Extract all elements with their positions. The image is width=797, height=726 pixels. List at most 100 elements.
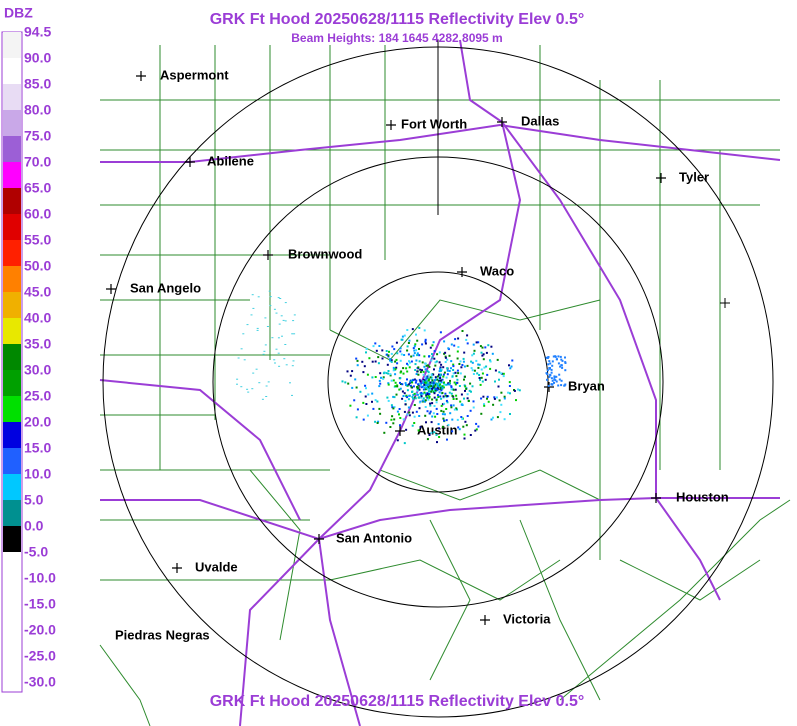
echo-pixel: [547, 363, 550, 366]
echo-pixel: [434, 415, 437, 418]
echo-pixel: [412, 354, 415, 357]
echo-pixel: [451, 395, 454, 397]
echo-pixel: [455, 394, 458, 397]
echo-pixel: [425, 421, 427, 424]
echo-pixel: [445, 376, 448, 379]
echo-pixel: [385, 353, 388, 356]
city-marker: [457, 267, 467, 277]
echo-pixel: [558, 378, 561, 381]
echo-pixel: [410, 379, 413, 382]
echo-pixel: [513, 389, 516, 392]
echo-pixel: [419, 368, 422, 371]
echo-pixel: [415, 359, 418, 362]
scale-swatch: [3, 266, 21, 292]
echo-pixel: [441, 425, 444, 428]
echo-pixel: [456, 357, 459, 360]
echo-pixel: [445, 399, 448, 402]
echo-pixel: [425, 395, 428, 398]
echo-pixel: [414, 363, 417, 366]
echo-pixel: [442, 375, 445, 378]
echo-pixel: [383, 431, 386, 434]
echo-pixel: [450, 406, 453, 409]
echo-pixel: [472, 373, 475, 375]
echo-pixel: [438, 361, 441, 364]
echo-pixel: [450, 360, 453, 363]
footer-title: GRK Ft Hood 20250628/1115 Reflectivity E…: [210, 693, 585, 710]
echo-pixel: [408, 414, 411, 417]
echo-pixel: [500, 403, 503, 406]
echo-pixel: [517, 388, 519, 391]
echo-pixel: [482, 358, 485, 361]
echo-pixel: [502, 372, 505, 375]
echo-pixel: [438, 370, 441, 373]
echo-pixel: [422, 382, 425, 384]
city-marker: [106, 284, 116, 294]
echo-pixel: [455, 382, 458, 385]
echo-pixel: [554, 379, 557, 382]
echo-pixel: [441, 403, 444, 406]
echo-pixel: [426, 383, 429, 386]
echo-pixel: [479, 345, 482, 348]
echo-pixel: [363, 365, 366, 368]
echo-pixel: [442, 373, 445, 376]
echo-pixel: [496, 416, 499, 419]
echo-pixel: [433, 385, 436, 388]
echo-pixel: [382, 376, 385, 379]
echo-pixel: [278, 365, 281, 367]
echo-pixel: [553, 381, 555, 384]
echo-pixel: [486, 395, 489, 398]
echo-pixel: [455, 375, 458, 378]
echo-pixel: [564, 362, 567, 364]
echo-pixel: [471, 354, 474, 357]
echo-pixel: [445, 408, 448, 410]
echo-pixel: [382, 377, 385, 380]
echo-pixel: [401, 397, 404, 400]
echo-pixel: [399, 387, 402, 390]
echo-pixel: [433, 392, 436, 395]
echo-pixel: [452, 404, 455, 407]
echo-pixel: [364, 395, 367, 398]
echo-pixel: [392, 369, 395, 372]
scale-swatch: [3, 58, 21, 84]
echo-pixel: [436, 353, 439, 356]
echo-pixel: [432, 382, 435, 385]
echo-pixel: [355, 416, 358, 419]
echo-pixel: [356, 359, 359, 362]
echo-pixel: [549, 374, 552, 377]
echo-pixel: [399, 381, 401, 384]
echo-pixel: [449, 379, 451, 382]
echo-pixel: [553, 376, 556, 379]
echo-pixel: [480, 376, 483, 379]
echo-pixel: [470, 360, 473, 363]
echo-pixel: [472, 343, 475, 346]
echo-pixel: [442, 410, 445, 413]
echo-pixel: [461, 330, 464, 332]
echo-pixel: [256, 327, 259, 329]
echo-pixel: [421, 361, 424, 364]
echo-pixel: [503, 395, 506, 398]
echo-pixel: [463, 378, 465, 381]
echo-pixel: [470, 390, 472, 393]
echo-pixel: [379, 412, 382, 415]
echo-pixel: [399, 350, 402, 353]
echo-pixel: [417, 366, 420, 369]
echo-pixel: [403, 354, 406, 356]
echo-pixel: [443, 371, 446, 374]
scale-label: 40.0: [24, 310, 51, 326]
echo-pixel: [498, 399, 501, 402]
echo-pixel: [465, 338, 468, 341]
echo-pixel: [431, 402, 434, 405]
echo-pixel: [456, 350, 459, 353]
echo-pixel: [419, 382, 422, 385]
echo-pixel: [409, 361, 411, 364]
echo-pixel: [284, 320, 287, 322]
echo-pixel: [422, 397, 425, 400]
echo-pixel: [410, 360, 413, 363]
echo-pixel: [356, 408, 359, 411]
echo-pixel: [443, 381, 445, 384]
echo-pixel: [441, 392, 444, 394]
scale-label: -25.0: [24, 648, 56, 664]
echo-pixel: [456, 408, 458, 411]
scale-swatch: [3, 578, 21, 604]
echo-pixel: [475, 422, 478, 425]
